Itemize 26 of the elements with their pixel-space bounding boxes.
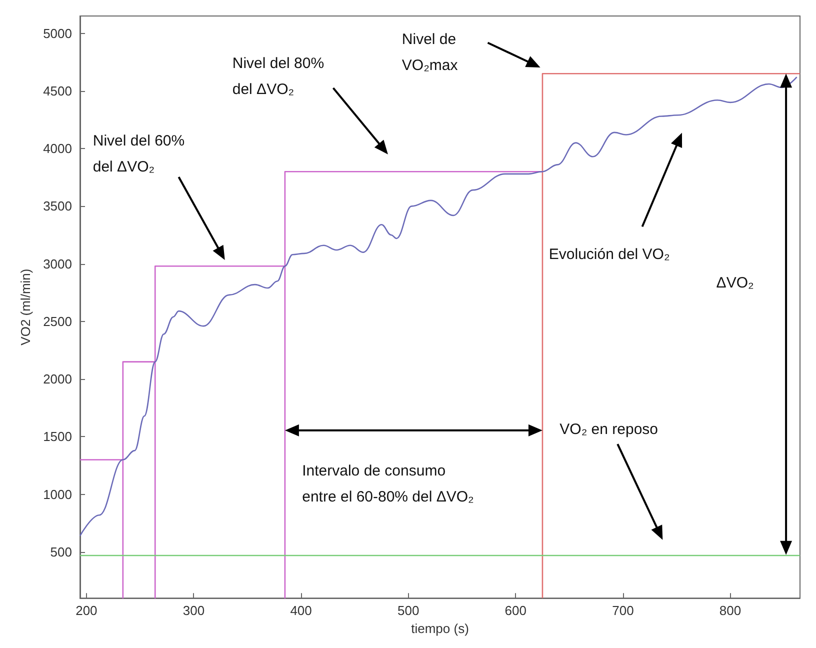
annotation: Nivel de VO₂max (402, 30, 458, 74)
x-tick-label: 200 (76, 603, 98, 618)
annotation: Nivel del 80% del ΔVO₂ (232, 55, 324, 98)
y-tick-label: 3500 (43, 198, 72, 214)
y-tick-label: 3000 (43, 256, 72, 272)
y-tick-label: 4500 (43, 83, 72, 98)
x-tick-label: 500 (397, 603, 420, 618)
annotation: Nivel del 60% del ΔVO₂ (92, 132, 185, 176)
y-tick-label: 1000 (43, 486, 72, 502)
y-tick-label: 2500 (43, 314, 72, 329)
annotation: Intervalo de consumo entre el 60-80% del ΔVO₂ (302, 462, 474, 506)
y-axis-title: VO2 (ml/min) (18, 268, 33, 346)
annotation: ΔVO₂ (716, 274, 754, 292)
y-tick-label: 5000 (43, 26, 72, 41)
y-tick-label: 500 (50, 544, 72, 560)
x-tick-label: 600 (504, 603, 526, 618)
x-tick-label: 300 (182, 603, 205, 618)
x-tick-label: 400 (290, 603, 312, 618)
y-tick-label: 1500 (43, 429, 72, 444)
annotation: Evolución del VO₂ (548, 246, 670, 263)
y-tick-label: 2000 (43, 372, 72, 387)
annotation: VO₂ en reposo (560, 421, 658, 438)
x-tick-label: 800 (719, 603, 742, 618)
x-axis-title: tiempo (s) (411, 621, 469, 636)
y-tick-label: 4000 (43, 141, 72, 156)
x-tick-label: 700 (612, 603, 634, 618)
